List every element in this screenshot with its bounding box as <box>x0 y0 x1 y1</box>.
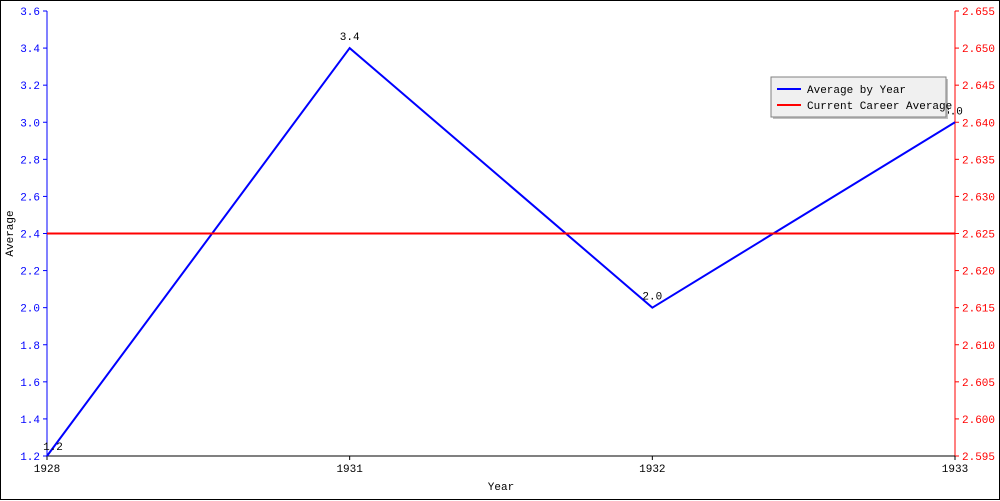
y-left-tick-label: 3.2 <box>20 81 40 93</box>
y-right-tick-label: 2.595 <box>962 452 995 464</box>
y-right-tick-label: 2.630 <box>962 192 995 204</box>
y-right-tick-label: 2.615 <box>962 304 995 316</box>
y-left-tick-label: 2.8 <box>20 155 40 167</box>
chart-container: 1.2 1.4 1.6 1.8 2.0 2.2 2.4 2.6 2.8 3.0 3.2 3.4 3.6 2… <box>0 0 1000 500</box>
y-right-tick-label: 2.620 <box>962 267 995 279</box>
y-left-tick-label: 3.6 <box>20 7 40 19</box>
legend-label: Current Career Average <box>807 101 952 113</box>
y-right-tick-label: 2.625 <box>962 230 995 242</box>
y-right-tick-label: 2.610 <box>962 341 995 353</box>
data-label: 3.4 <box>340 32 360 44</box>
chart-svg: 1.2 1.4 1.6 1.8 2.0 2.2 2.4 2.6 2.8 3.0 3.2 3.4 3.6 2… <box>1 1 1000 501</box>
y-right-tick-label: 2.650 <box>962 44 995 56</box>
y-left-tick-label: 3.4 <box>20 44 40 56</box>
x-tick-label: 1931 <box>336 464 363 476</box>
y-left-tick-label: 1.2 <box>20 452 40 464</box>
y-right-tick-label: 2.640 <box>962 118 995 130</box>
x-tick-label: 1932 <box>639 464 665 476</box>
y-left-tick-label: 1.8 <box>20 341 40 353</box>
y-right-tick-label: 2.635 <box>962 155 995 167</box>
data-label: 2.0 <box>642 292 662 304</box>
y-left-tick-label: 2.0 <box>20 304 40 316</box>
y-left-tick-label: 1.6 <box>20 378 40 390</box>
y-left-tick-label: 3.0 <box>20 118 40 130</box>
y-left-tick-label: 2.4 <box>20 230 40 242</box>
y-left-tick-label: 2.6 <box>20 192 40 204</box>
x-axis-title: Year <box>488 482 514 494</box>
y-axis-title: Average <box>5 210 17 256</box>
y-left-tick-label: 1.4 <box>20 415 40 427</box>
y-left-tick-label: 2.2 <box>20 267 40 279</box>
y-right-tick-label: 2.645 <box>962 81 995 93</box>
y-right-tick-label: 2.655 <box>962 7 995 19</box>
legend-label: Average by Year <box>807 85 906 97</box>
data-label: 1.2 <box>43 442 63 454</box>
x-tick-label: 1928 <box>34 464 60 476</box>
x-tick-label: 1933 <box>942 464 968 476</box>
y-right-tick-label: 2.605 <box>962 378 995 390</box>
y-right-tick-label: 2.600 <box>962 415 995 427</box>
